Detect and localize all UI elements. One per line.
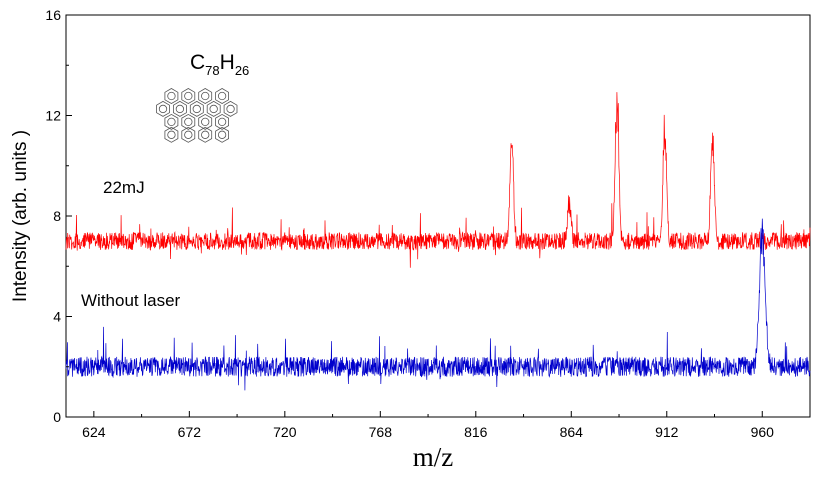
molecule-ring bbox=[198, 126, 213, 143]
formula-sub-h: 26 bbox=[235, 63, 249, 78]
y-axis-label: Intensity (arb. units ) bbox=[10, 130, 31, 302]
y-tick-label: 4 bbox=[53, 309, 61, 325]
molecule-ring bbox=[223, 100, 238, 117]
molecule-aromatic-circle bbox=[175, 104, 185, 114]
molecule-ring bbox=[181, 88, 196, 104]
molecule-aromatic-circle bbox=[217, 91, 227, 101]
molecule-structure-icon bbox=[156, 88, 238, 143]
molecule-ring bbox=[173, 100, 187, 117]
y-tick-label: 12 bbox=[45, 108, 61, 124]
x-tick-label: 624 bbox=[82, 424, 106, 440]
molecular-formula: C78H26 bbox=[190, 51, 249, 78]
x-tick-label: 720 bbox=[273, 424, 297, 440]
molecule-aromatic-circle bbox=[158, 104, 168, 114]
series-without-laser-line bbox=[65, 218, 811, 391]
molecule-ring bbox=[198, 113, 213, 130]
x-tick-label: 768 bbox=[369, 424, 393, 440]
molecule-ring bbox=[206, 100, 221, 117]
molecule-ring bbox=[164, 88, 179, 104]
x-tick-label: 960 bbox=[751, 424, 775, 440]
molecule-aromatic-circle bbox=[184, 91, 193, 101]
y-tick-label: 16 bbox=[45, 7, 61, 23]
molecule-ring bbox=[181, 126, 196, 143]
formula-sub-c: 78 bbox=[205, 63, 219, 78]
y-tick-label: 0 bbox=[53, 409, 61, 425]
x-tick-label: 912 bbox=[655, 424, 679, 440]
x-tick-label: 672 bbox=[178, 424, 202, 440]
molecule-aromatic-circle bbox=[167, 91, 176, 101]
molecule-ring bbox=[215, 88, 229, 104]
molecule-aromatic-circle bbox=[184, 130, 193, 139]
molecule-ring bbox=[215, 113, 229, 130]
molecule-ring bbox=[215, 126, 229, 143]
x-axis-label: m/z bbox=[413, 442, 454, 472]
series-group bbox=[65, 92, 811, 391]
y-axis-ticks: 0 4 8 12 16 bbox=[45, 7, 72, 425]
molecule-aromatic-circle bbox=[192, 104, 201, 114]
molecule-aromatic-circle bbox=[217, 117, 227, 127]
annotation-22mj: 22mJ bbox=[103, 178, 145, 197]
molecule-aromatic-circle bbox=[209, 104, 218, 114]
molecule-aromatic-circle bbox=[201, 130, 210, 139]
x-axis-ticks: 624 672 720 768 816 864 912 960 bbox=[82, 411, 774, 440]
molecule-ring bbox=[181, 113, 196, 130]
annotation-without-laser: Without laser bbox=[81, 291, 181, 310]
molecule-aromatic-circle bbox=[167, 130, 176, 139]
molecule-aromatic-circle bbox=[201, 91, 210, 101]
molecule-ring bbox=[156, 100, 170, 117]
molecule-ring bbox=[164, 113, 179, 130]
molecule-aromatic-circle bbox=[167, 117, 176, 127]
molecule-aromatic-circle bbox=[217, 130, 227, 139]
x-tick-label: 816 bbox=[464, 424, 488, 440]
x-tick-label: 864 bbox=[560, 424, 584, 440]
plot-frame bbox=[65, 14, 811, 418]
molecule-aromatic-circle bbox=[201, 117, 210, 127]
formula-element-c: C bbox=[190, 51, 205, 74]
molecule-ring bbox=[198, 88, 213, 104]
y-tick-label: 8 bbox=[53, 208, 61, 224]
molecule-aromatic-circle bbox=[226, 104, 235, 114]
molecule-aromatic-circle bbox=[184, 117, 193, 127]
series-22mj-line bbox=[65, 92, 811, 268]
molecule-ring bbox=[164, 126, 179, 143]
formula-element-h: H bbox=[220, 51, 235, 74]
molecule-ring bbox=[189, 100, 204, 117]
